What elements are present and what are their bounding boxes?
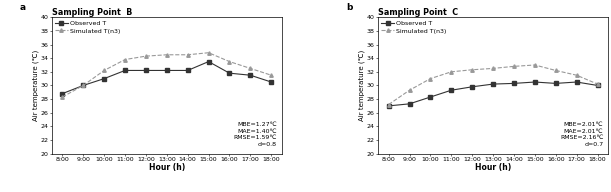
Simulated T(n3) <box>122 58 129 61</box>
Observed T <box>489 83 497 85</box>
Observed T <box>184 69 191 72</box>
Simulated T(n3) <box>247 67 254 70</box>
Line: Observed T: Observed T <box>60 60 273 95</box>
Simulated T(n3) <box>142 55 150 57</box>
Observed T <box>79 84 87 87</box>
Observed T <box>510 82 518 84</box>
Simulated T(n3) <box>573 74 580 76</box>
Simulated T(n3) <box>594 83 601 85</box>
Simulated T(n3) <box>510 65 518 68</box>
Legend: Observed T, Simulated T(n3): Observed T, Simulated T(n3) <box>380 19 448 35</box>
Simulated T(n3) <box>205 52 212 54</box>
Observed T <box>426 96 434 98</box>
Observed T <box>122 69 129 72</box>
Observed T <box>594 84 601 87</box>
Line: Simulated T(n3): Simulated T(n3) <box>60 51 273 99</box>
Simulated T(n3) <box>59 96 66 98</box>
X-axis label: Hour (h): Hour (h) <box>475 163 511 172</box>
Observed T <box>469 86 476 88</box>
Observed T <box>100 77 108 80</box>
Observed T <box>247 74 254 76</box>
Legend: Observed T, Simulated T(n3): Observed T, Simulated T(n3) <box>54 19 122 35</box>
Simulated T(n3) <box>385 103 392 106</box>
Observed T <box>385 105 392 107</box>
Text: b: b <box>346 3 353 12</box>
Observed T <box>573 81 580 83</box>
X-axis label: Hour (h): Hour (h) <box>148 163 185 172</box>
Observed T <box>205 60 212 63</box>
Observed T <box>268 81 275 83</box>
Text: Sampling Point  C: Sampling Point C <box>378 7 458 17</box>
Simulated T(n3) <box>184 54 191 56</box>
Observed T <box>531 81 538 83</box>
Simulated T(n3) <box>100 69 108 72</box>
Simulated T(n3) <box>79 84 87 87</box>
Simulated T(n3) <box>448 71 455 73</box>
Observed T <box>406 103 413 105</box>
Line: Simulated T(n3): Simulated T(n3) <box>387 63 599 106</box>
Y-axis label: Air temperature (℃): Air temperature (℃) <box>32 50 39 121</box>
Observed T <box>552 82 560 84</box>
Text: a: a <box>20 3 26 12</box>
Observed T <box>59 93 66 95</box>
Simulated T(n3) <box>489 67 497 70</box>
Simulated T(n3) <box>268 74 275 76</box>
Line: Observed T: Observed T <box>387 80 599 108</box>
Simulated T(n3) <box>163 54 170 56</box>
Simulated T(n3) <box>426 77 434 80</box>
Observed T <box>448 89 455 91</box>
Simulated T(n3) <box>406 89 413 91</box>
Observed T <box>163 69 170 72</box>
Observed T <box>142 69 150 72</box>
Simulated T(n3) <box>226 60 233 63</box>
Simulated T(n3) <box>531 64 538 66</box>
Observed T <box>226 72 233 74</box>
Text: MBE=1.27℃
MAE=1.40℃
RMSE=1.59℃
d=0.8: MBE=1.27℃ MAE=1.40℃ RMSE=1.59℃ d=0.8 <box>234 122 277 147</box>
Text: Sampling Point  B: Sampling Point B <box>52 7 133 17</box>
Text: MBE=2.01℃
MAE=2.01℃
RMSE=2.16℃
d=0.7: MBE=2.01℃ MAE=2.01℃ RMSE=2.16℃ d=0.7 <box>560 122 603 147</box>
Simulated T(n3) <box>552 69 560 72</box>
Y-axis label: Air temperature (℃): Air temperature (℃) <box>359 50 365 121</box>
Simulated T(n3) <box>469 69 476 71</box>
